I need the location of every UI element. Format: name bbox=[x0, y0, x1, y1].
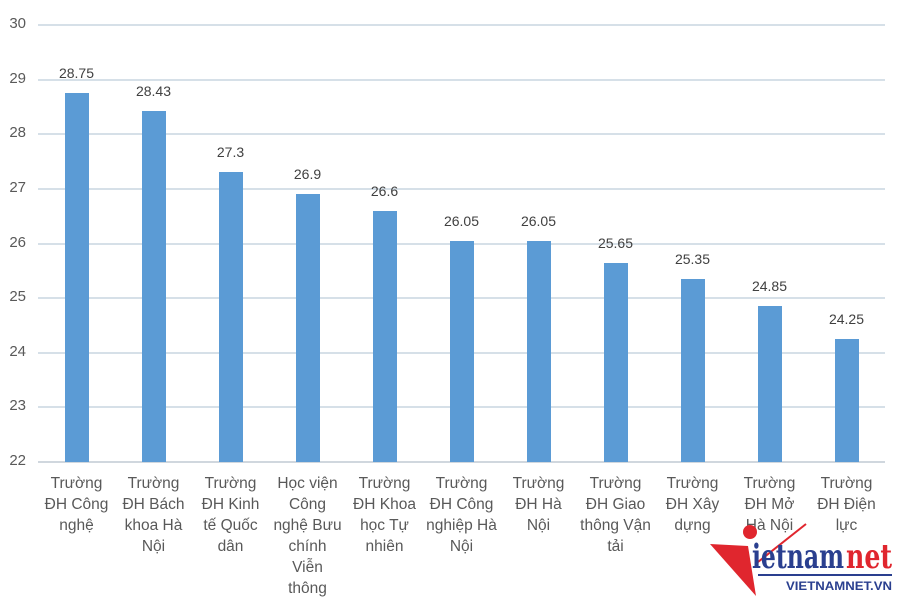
x-axis-category-label: Trường ĐH Công nghệ bbox=[39, 473, 115, 536]
bar bbox=[680, 279, 705, 462]
x-axis-line bbox=[38, 461, 885, 463]
bar bbox=[757, 306, 782, 462]
vietnamnet-logo-icon: ietnam net VIETNAMNET.VN bbox=[710, 523, 892, 596]
category-label-line: ĐH Kinh bbox=[201, 496, 260, 513]
x-axis-category-label: Trường ĐH Bách khoa Hà Nội bbox=[116, 473, 192, 557]
category-label-line: ĐH Điện bbox=[817, 496, 876, 513]
x-axis-category-label: Trường ĐH Hà Nội bbox=[501, 473, 577, 536]
category-label-line: chính bbox=[288, 538, 327, 555]
category-label-line: ĐH Mở bbox=[744, 496, 795, 513]
category-label-line: Trường bbox=[127, 475, 180, 492]
category-label-line: Nội bbox=[141, 538, 166, 555]
logo-brand-main: ietnam bbox=[752, 537, 844, 577]
category-label-line: Trường bbox=[743, 475, 796, 492]
category-label-line: tế Quốc bbox=[203, 517, 258, 534]
x-axis-category-label: Trường ĐH Công nghiệp Hà Nội bbox=[424, 473, 500, 557]
category-label-line: học Tự bbox=[360, 517, 409, 534]
y-axis-tick-label: 22 bbox=[9, 452, 26, 469]
data-label: 27.3 bbox=[216, 144, 245, 161]
category-label-line: Nội bbox=[449, 538, 474, 555]
bar bbox=[526, 240, 551, 462]
bar bbox=[218, 172, 243, 462]
category-label-line: Trường bbox=[666, 475, 719, 492]
vietnamnet-watermark-logo: ietnam net VIETNAMNET.VN bbox=[708, 522, 898, 600]
y-axis-tick-label: 23 bbox=[9, 397, 26, 415]
x-axis-category-label: Học viện Công nghệ Bưu chính Viễn thông bbox=[270, 473, 346, 599]
category-label-line: dân bbox=[217, 538, 244, 555]
category-label-line: dựng bbox=[674, 517, 711, 534]
category-label-line: Công bbox=[288, 496, 327, 513]
bar bbox=[372, 210, 397, 462]
category-label-line: Học viện bbox=[277, 475, 338, 492]
logo-url: VIETNAMNET.VN bbox=[786, 581, 892, 593]
data-label: 24.25 bbox=[828, 311, 865, 328]
data-label: 25.65 bbox=[597, 234, 634, 251]
gridline bbox=[38, 24, 885, 26]
category-label-line: ĐH Khoa bbox=[353, 496, 416, 513]
category-label-line: nghiệp Hà bbox=[426, 517, 497, 534]
data-label: 26.05 bbox=[443, 212, 480, 229]
category-label-line: lực bbox=[835, 517, 858, 534]
category-label-line: nhiên bbox=[365, 538, 404, 555]
category-label-line: Viễn bbox=[292, 559, 323, 576]
data-label: 24.85 bbox=[751, 278, 788, 295]
data-label: 26.05 bbox=[520, 212, 557, 229]
data-label: 28.75 bbox=[58, 65, 95, 82]
category-label-line: thông bbox=[288, 580, 327, 597]
x-axis-category-label: Trường ĐH Điện lực bbox=[809, 473, 885, 536]
y-axis-tick-label: 24 bbox=[9, 342, 26, 360]
category-label-line: nghệ bbox=[59, 517, 94, 534]
data-label: 26.9 bbox=[293, 166, 322, 183]
x-axis-category-label: Trường ĐH Mở Hà Nội bbox=[732, 473, 808, 536]
category-label-line: thông Vận bbox=[580, 517, 651, 534]
category-label-line: ĐH Công bbox=[429, 496, 494, 513]
y-axis-tick-label: 28 bbox=[9, 124, 26, 142]
bar bbox=[295, 194, 320, 462]
category-label-line: ĐH Hà bbox=[515, 496, 562, 513]
x-axis-category-label: Trường ĐH Giao thông Vận tải bbox=[578, 473, 654, 557]
category-label-line: Trường bbox=[820, 475, 873, 492]
category-label-line: nghệ Bưu bbox=[273, 517, 342, 534]
category-label-line: Trường bbox=[435, 475, 488, 492]
gridline bbox=[38, 78, 885, 81]
category-label-line: Trường bbox=[512, 475, 565, 492]
data-label: 26.6 bbox=[370, 182, 399, 199]
gridline bbox=[38, 187, 885, 190]
category-label-line: Trường bbox=[50, 475, 103, 492]
bar bbox=[141, 110, 166, 462]
gridline bbox=[38, 133, 885, 136]
category-label-line: tải bbox=[607, 538, 624, 555]
y-axis-tick-label: 27 bbox=[9, 178, 26, 196]
logo-brand-net: net bbox=[846, 537, 892, 577]
bar bbox=[834, 339, 859, 462]
category-label-line: Hà Nội bbox=[745, 517, 794, 534]
category-label-line: ĐH Công bbox=[44, 496, 109, 513]
category-label-line: ĐH Xây bbox=[665, 496, 720, 513]
bar bbox=[449, 240, 474, 462]
category-label-line: khoa Hà bbox=[124, 517, 183, 534]
category-label-line: Trường bbox=[358, 475, 411, 492]
category-label-line: Trường bbox=[589, 475, 642, 492]
category-label-line: ĐH Giao bbox=[585, 496, 646, 513]
data-label: 28.43 bbox=[135, 82, 172, 99]
x-axis-category-label: Trường ĐH Kinh tế Quốc dân bbox=[193, 473, 269, 557]
data-label: 25.35 bbox=[674, 251, 711, 267]
bar bbox=[64, 93, 89, 462]
x-axis-category-label: Trường ĐH Xây dựng bbox=[655, 473, 731, 536]
y-axis-tick-label: 25 bbox=[9, 288, 26, 306]
category-label-line: Nội bbox=[526, 517, 551, 534]
y-axis-tick-label: 29 bbox=[9, 69, 26, 87]
x-axis-category-label: Trường ĐH Khoa học Tự nhiên bbox=[347, 473, 423, 557]
y-axis-tick-label: 30 bbox=[9, 15, 26, 32]
bar bbox=[603, 262, 628, 462]
category-label-line: Trường bbox=[204, 475, 257, 492]
category-label-line: ĐH Bách bbox=[122, 496, 185, 513]
y-axis-tick-label: 26 bbox=[9, 233, 26, 251]
